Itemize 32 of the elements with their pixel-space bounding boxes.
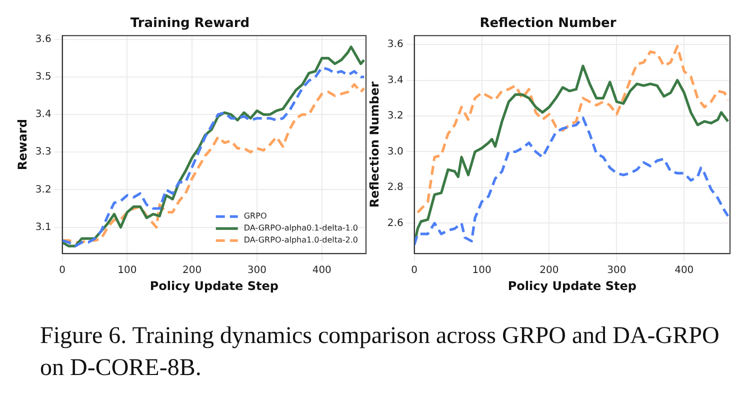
- chart-title: Training Reward: [130, 16, 250, 32]
- x-tick-label: 0: [59, 265, 66, 276]
- y-tick-label: 3.4: [35, 109, 52, 120]
- x-tick-label: 300: [247, 265, 267, 276]
- x-tick-label: 400: [674, 265, 694, 276]
- x-tick-label: 100: [118, 265, 137, 276]
- caption: Figure 6. Training dynamics comparison across GRPO and DA-GRPO on D-CORE-8B.: [40, 322, 720, 383]
- x-tick-label: 300: [607, 265, 626, 276]
- legend-label: DA-GRPO-alpha0.1-delta-1.0: [244, 224, 358, 233]
- x-axis-title: Policy Update Step: [508, 278, 637, 293]
- y-tick-label: 2.8: [387, 182, 404, 194]
- y-tick-label: 3.6: [35, 34, 52, 45]
- y-tick-label: 3.2: [35, 184, 52, 196]
- x-tick-label: 200: [540, 265, 559, 276]
- y-axis-title: Reflection Number: [367, 81, 382, 208]
- y-tick-label: 3.2: [387, 110, 404, 122]
- x-axis-title: Policy Update Step: [150, 278, 279, 293]
- x-tick-label: 100: [472, 265, 492, 276]
- y-axis-title: Reward: [15, 119, 30, 170]
- y-tick-label: 3.0: [387, 146, 404, 158]
- x-tick-label: 400: [312, 265, 332, 276]
- legend-label: GRPO: [244, 212, 267, 221]
- legend-label: DA-GRPO-alpha1.0-delta-2.0: [244, 236, 358, 245]
- y-tick-label: 2.6: [387, 218, 404, 229]
- y-tick-label: 3.5: [35, 72, 52, 83]
- x-tick-label: 200: [182, 265, 202, 276]
- y-tick-label: 3.1: [35, 222, 52, 233]
- chart-title: Reflection Number: [480, 16, 617, 32]
- y-tick-label: 3.4: [387, 74, 404, 86]
- x-tick-label: 0: [411, 265, 418, 276]
- y-tick-label: 3.3: [35, 146, 52, 158]
- y-tick-label: 3.6: [387, 39, 404, 50]
